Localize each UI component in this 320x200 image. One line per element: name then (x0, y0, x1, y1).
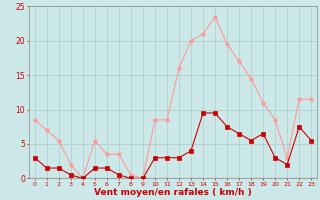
X-axis label: Vent moyen/en rafales ( km/h ): Vent moyen/en rafales ( km/h ) (94, 188, 252, 197)
